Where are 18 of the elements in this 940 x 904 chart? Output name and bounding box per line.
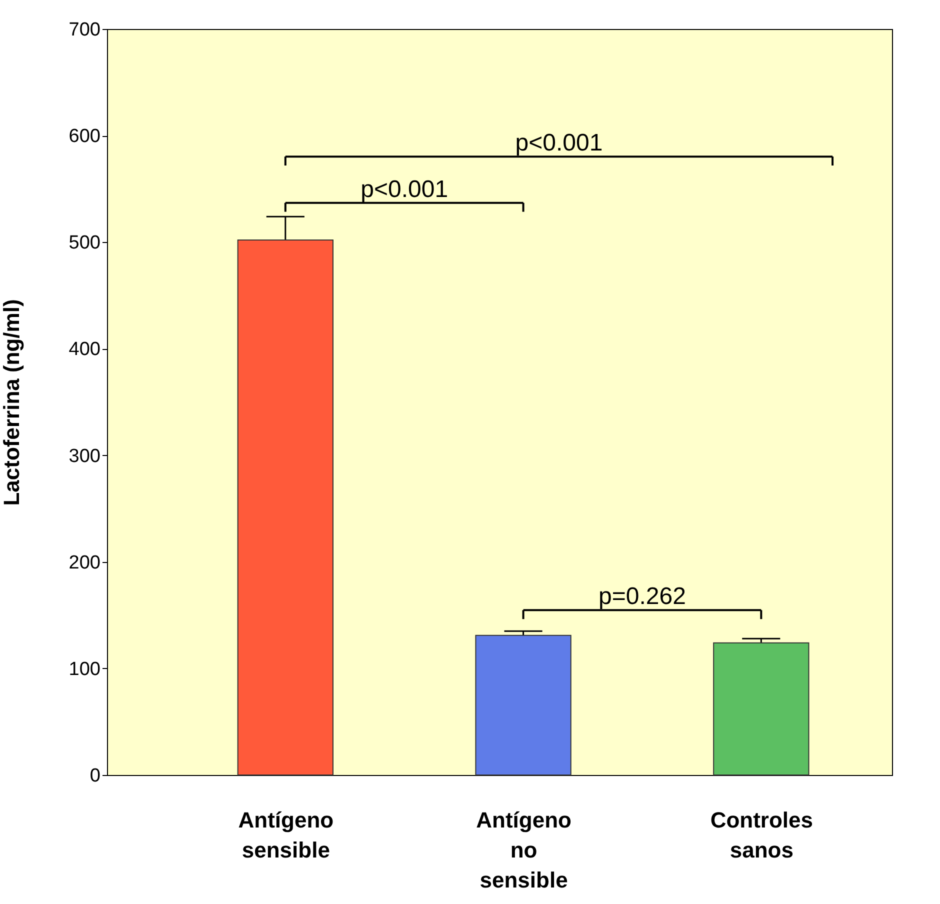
bar [237,240,334,776]
y-tick-label: 400 [68,339,100,360]
x-tick-label: Controles sanos [710,808,814,862]
x-tick-label: Antígeno sensible [238,808,334,862]
y-tick-label: 600 [68,126,100,148]
y-tick-label: 100 [68,658,100,680]
annotation: p<0.001 [515,130,603,157]
y-tick-label: 0 [90,766,100,786]
y-tick-label: 700 [68,20,100,40]
x-tick-label: Antígeno no sensible [476,808,572,892]
y-tick-label: 300 [68,446,100,467]
bar [713,642,810,776]
annotation: p=0.262 [598,583,686,610]
y-tick-label: 500 [68,232,100,254]
y-tick-label: 200 [68,552,100,574]
bar [475,634,572,776]
annotation: p<0.001 [360,176,448,203]
y-axis-title: Lactoferrina (ng/ml) [0,299,24,506]
